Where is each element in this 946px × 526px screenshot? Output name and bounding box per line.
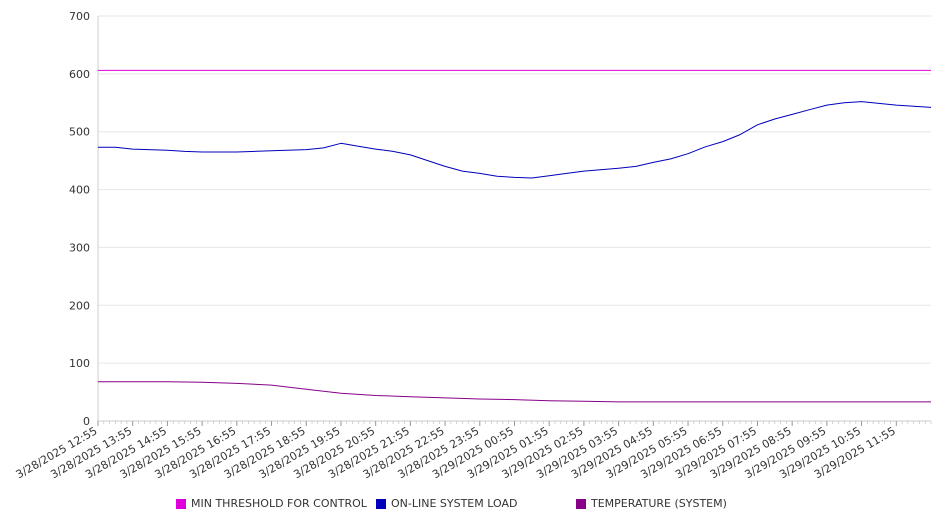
legend-label: ON-LINE SYSTEM LOAD [391, 497, 518, 510]
legend: MIN THRESHOLD FOR CONTROL ON-LINE SYSTEM … [0, 497, 946, 515]
legend-label: TEMPERATURE (SYSTEM) [591, 497, 727, 510]
y-tick-label: 0 [83, 415, 90, 428]
series-line-on-line-system-load [98, 101, 932, 179]
legend-swatch [576, 498, 586, 509]
y-tick-label: 500 [69, 126, 90, 139]
y-tick-label: 200 [69, 299, 90, 312]
y-tick-label: 400 [69, 184, 90, 197]
legend-item: TEMPERATURE (SYSTEM) [576, 497, 727, 510]
legend-item: ON-LINE SYSTEM LOAD [376, 497, 517, 510]
y-tick-label: 100 [69, 357, 90, 370]
legend-item: MIN THRESHOLD FOR CONTROL [176, 497, 367, 510]
y-tick-label: 700 [69, 10, 90, 23]
series-line-temperature-system [98, 381, 931, 403]
y-tick-label: 300 [69, 241, 90, 254]
y-tick-label: 600 [69, 68, 90, 81]
legend-label: MIN THRESHOLD FOR CONTROL [191, 497, 367, 510]
legend-swatch [376, 498, 386, 509]
legend-swatch [176, 498, 186, 509]
